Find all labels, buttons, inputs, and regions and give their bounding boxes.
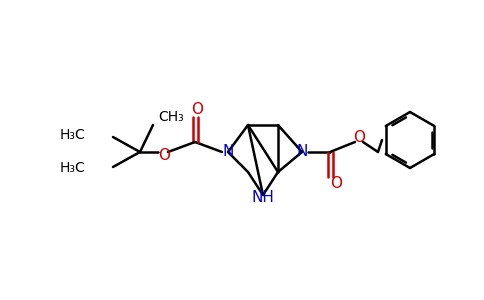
Text: N: N xyxy=(222,145,234,160)
Text: O: O xyxy=(330,176,342,190)
Text: O: O xyxy=(191,101,203,116)
Text: CH₃: CH₃ xyxy=(158,110,184,124)
Text: H₃C: H₃C xyxy=(59,161,85,175)
Text: N: N xyxy=(296,145,308,160)
Text: O: O xyxy=(353,130,365,146)
Text: H₃C: H₃C xyxy=(59,128,85,142)
Text: O: O xyxy=(158,148,170,164)
Text: NH: NH xyxy=(252,190,274,206)
